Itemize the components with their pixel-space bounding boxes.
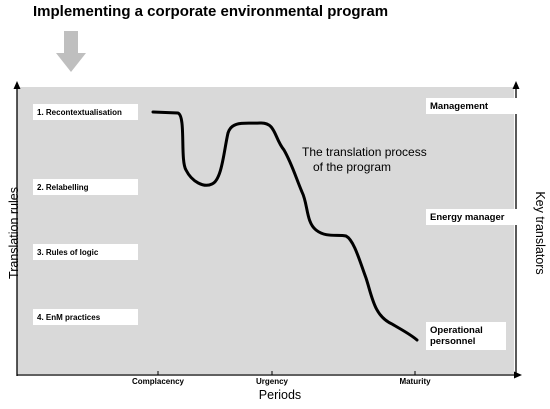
annotation-line-1: The translation process bbox=[302, 145, 427, 159]
rule-enm-practices: 4. EnM practices bbox=[33, 309, 138, 325]
x-axis-label: Periods bbox=[258, 388, 302, 402]
curve-annotation: The translation process of the program bbox=[302, 145, 427, 175]
rule-recontextualisation: 1. Recontextualisation bbox=[33, 104, 138, 120]
y-axis-left-label: Translation rules bbox=[7, 187, 21, 279]
period-complacency: Complacency bbox=[131, 377, 185, 386]
translator-management: Management bbox=[426, 98, 518, 114]
y-axis-right-label: Key translators bbox=[533, 191, 547, 275]
diagram-title: Implementing a corporate environmental p… bbox=[33, 3, 389, 20]
translator-energy-manager: Energy manager bbox=[426, 209, 518, 225]
translator-operational-personnel: Operational personnel bbox=[426, 322, 506, 350]
rule-relabelling: 2. Relabelling bbox=[33, 179, 138, 195]
translation-curve bbox=[151, 110, 419, 342]
rule-rules-of-logic: 3. Rules of logic bbox=[33, 244, 138, 260]
down-arrow-icon bbox=[56, 31, 86, 72]
period-maturity: Maturity bbox=[399, 377, 431, 386]
annotation-line-2: of the program bbox=[313, 160, 392, 174]
period-urgency: Urgency bbox=[255, 377, 288, 386]
